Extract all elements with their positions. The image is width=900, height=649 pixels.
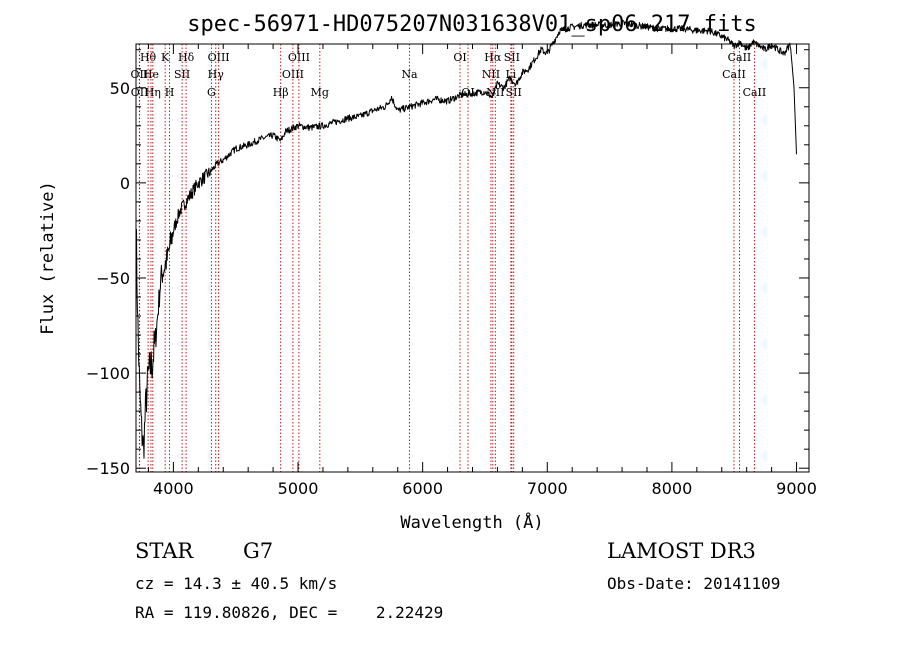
- x-tick-label-9000: 9000: [776, 479, 817, 498]
- spectral-line-label-0: Hθ: [140, 51, 157, 64]
- spectral-line-label-6: H: [165, 86, 175, 99]
- x-tick-label-6000: 6000: [402, 479, 443, 498]
- series-layer: [135, 19, 797, 459]
- spectral-line-label-2: OII: [131, 86, 149, 99]
- spectral-line-label-8: Hδ: [178, 51, 195, 64]
- spectrum-chart: spec-56971-HD075207N031638V01_sp06-217.f…: [38, 12, 817, 533]
- x-tick-label-8000: 8000: [652, 479, 693, 498]
- x-tick-label-7000: 7000: [527, 479, 568, 498]
- redshift-cz: cz = 14.3 ± 40.5 km/s: [135, 574, 338, 593]
- x-axis-label: Wavelength (Å): [400, 511, 543, 533]
- object-subclass: G7: [243, 539, 274, 563]
- spectral-line-label-10: Hγ: [208, 68, 225, 81]
- spectral-line-label-1: OII: [131, 68, 149, 81]
- spectral-line-label-27: CaII: [743, 86, 767, 99]
- spectral-line-label-16: Na: [401, 68, 418, 81]
- plot-frame: [135, 43, 810, 473]
- spectral-line-label-19: Hα: [484, 51, 502, 64]
- spectral-line-label-4: Hη: [145, 86, 161, 99]
- x-axis-ticks: 4000 5000 6000 7000 8000 9000: [147, 44, 817, 498]
- observation-date: Obs-Date: 20141109: [607, 574, 781, 593]
- object-class: STAR: [135, 539, 194, 563]
- spectral-line-label-14: OIII: [288, 51, 310, 64]
- spectral-line-label-25: CaII: [722, 68, 746, 81]
- x-tick-label-5000: 5000: [278, 479, 319, 498]
- spectral-line-label-5: K: [161, 51, 170, 64]
- series-flux-line: [135, 19, 797, 459]
- spectral-line-label-13: OIII: [282, 68, 304, 81]
- y-axis-ticks: −150 −100 −50 0 50: [86, 49, 809, 478]
- spectral-line-label-20: NII: [482, 68, 500, 81]
- y-tick-label-0: 0: [120, 174, 130, 193]
- spectral-line-label-17: OI: [453, 51, 466, 64]
- chart-title: spec-56971-HD075207N031638V01_sp06-217.f…: [187, 12, 757, 37]
- y-tick-label--100: −100: [86, 364, 130, 383]
- y-tick-label-50: 50: [110, 79, 130, 98]
- coordinates: RA = 119.80826, DEC = 2.22429: [135, 603, 444, 622]
- y-tick-label--50: −50: [96, 269, 130, 288]
- y-axis-label: Flux (relative): [38, 181, 58, 335]
- x-tick-label-4000: 4000: [153, 479, 194, 498]
- y-tick-label--150: −150: [86, 459, 130, 478]
- spectral-line-label-9: OIII: [208, 51, 230, 64]
- spectral-line-label-15: Mg: [311, 86, 329, 99]
- spectral-line-label-11: G: [207, 86, 216, 99]
- survey-name: LAMOST DR3: [607, 539, 756, 563]
- spectral-line-label-23: Li: [505, 68, 516, 81]
- spectral-line-label-7: SII: [174, 68, 190, 81]
- spectral-line-label-3: He: [143, 68, 159, 81]
- spectral-line-label-26: CaII: [728, 51, 752, 64]
- spectral-line-label-22: SII: [504, 51, 520, 64]
- spectral-line-label-24: SII: [506, 86, 522, 99]
- spectral-line-label-12: Hβ: [273, 86, 289, 99]
